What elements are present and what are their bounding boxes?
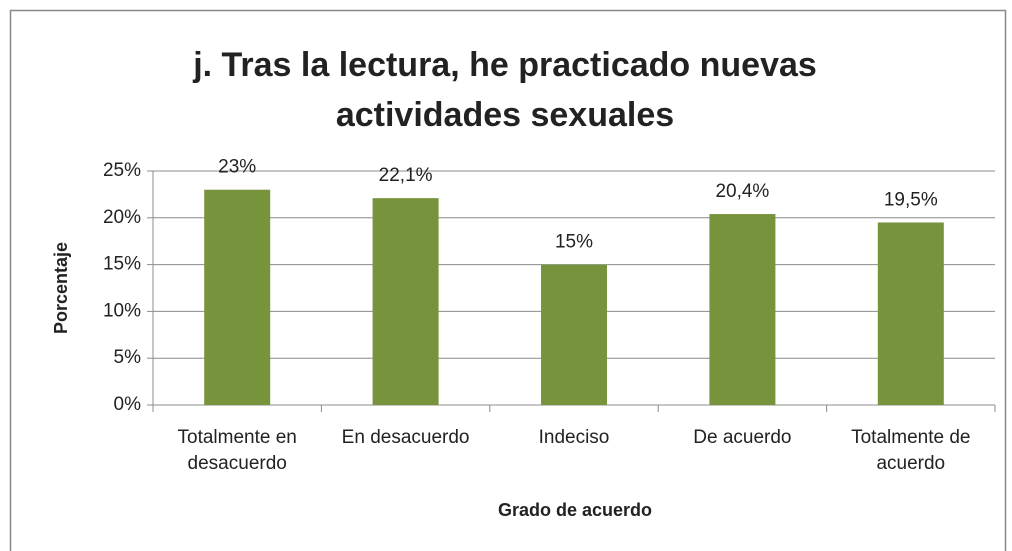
x-axis-title: Grado de acuerdo (497, 500, 653, 520)
chart-frame (9, 9, 1007, 551)
bar (709, 214, 776, 405)
data-label: 15% (555, 232, 593, 253)
y-tick-label: 5% (114, 347, 142, 368)
bar (541, 264, 607, 405)
bar (204, 189, 271, 405)
x-tick-label: Totalmente en desacuerdo (177, 427, 297, 474)
data-label: 19,5% (884, 189, 938, 210)
x-tick-label: Indeciso (538, 427, 610, 448)
data-label: 22,1% (379, 165, 433, 186)
x-tick-label: Totalmente de acuerdo (851, 427, 971, 474)
bar (877, 222, 944, 405)
y-axis-title: Porcentaje (51, 242, 71, 334)
x-tick-label: En desacuerdo (341, 427, 470, 448)
chart-title: j. Tras la lectura, he practicado nuevas… (193, 46, 817, 134)
x-tick-label: De acuerdo (693, 427, 792, 448)
y-tick-label: 0% (114, 394, 142, 415)
y-tick-label: 20% (103, 207, 141, 228)
y-tick-label: 25% (103, 160, 141, 181)
y-tick-label: 15% (103, 254, 141, 275)
bar (372, 198, 439, 405)
y-tick-label: 10% (103, 300, 141, 321)
data-label: 20,4% (715, 181, 769, 202)
data-label: 23% (218, 157, 256, 178)
